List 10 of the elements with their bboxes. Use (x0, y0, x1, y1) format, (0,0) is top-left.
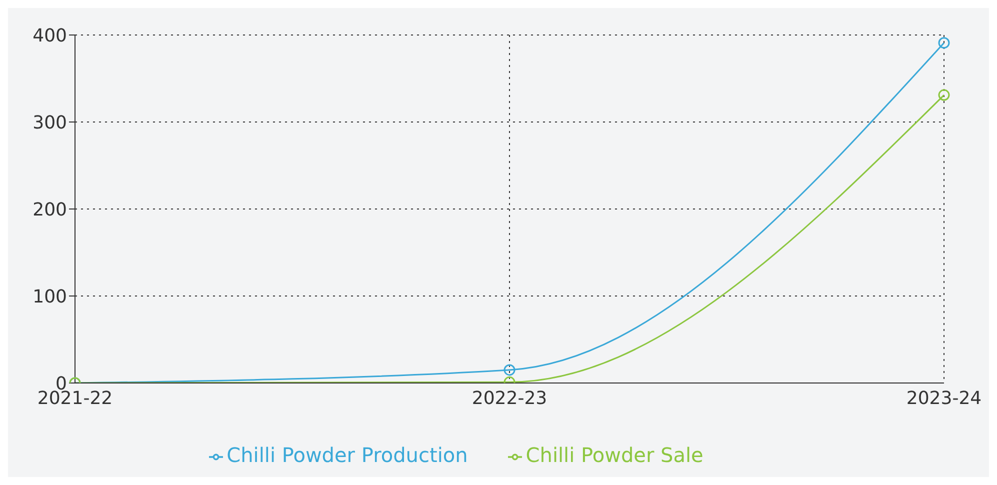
point (938, 37, 950, 49)
y-tick-label: 300 (32, 112, 67, 134)
legend-label: Chilli Powder Production (226, 443, 468, 467)
legend-label: Chilli Powder Sale (526, 443, 704, 467)
x-tick-label: 2023-24 (906, 388, 982, 409)
y-tick-label: 400 (32, 25, 67, 46)
x-tick-label: 2022-23 (472, 388, 548, 409)
point (938, 89, 950, 101)
y-tick-label: 200 (32, 199, 67, 220)
y-tick-label: 100 (32, 286, 67, 308)
